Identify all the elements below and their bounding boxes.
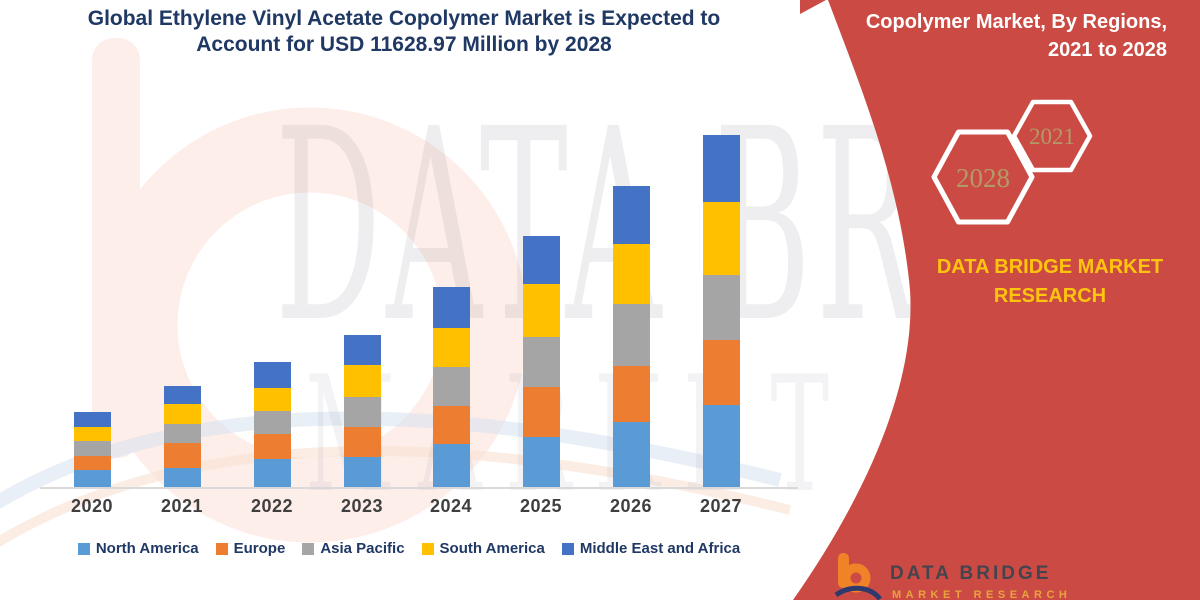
bar-2025 xyxy=(522,235,560,487)
data-bridge-logo-icon xyxy=(834,553,882,600)
bar-segment-north-america xyxy=(702,405,740,487)
legend-label-north-america: North America xyxy=(95,540,199,557)
logo-swoosh xyxy=(834,585,882,600)
legend-item-south-america: South America xyxy=(421,540,545,557)
bar-2020 xyxy=(73,411,111,487)
x-axis-label-2025: 2025 xyxy=(519,496,563,516)
bar-segment-south-america xyxy=(702,202,740,275)
legend-marker-middle-east-and-africa xyxy=(561,542,574,555)
legend-item-north-america: North America xyxy=(77,540,199,557)
bar-segment-asia-pacific xyxy=(343,396,381,427)
bar-segment-south-america xyxy=(612,243,650,304)
bar-segment-middle-east-and-africa xyxy=(612,185,650,244)
bar-segment-europe xyxy=(163,442,201,468)
bar-2024 xyxy=(432,286,470,487)
bar-segment-asia-pacific xyxy=(612,303,650,366)
bar-segment-north-america xyxy=(73,470,111,487)
watermark-b-bowl xyxy=(92,107,528,543)
legend-marker-north-america xyxy=(77,542,90,555)
x-axis-label-2027: 2027 xyxy=(699,496,743,516)
hexagon-2021-label: 2021 xyxy=(1029,124,1075,149)
bar-segment-asia-pacific xyxy=(163,423,201,443)
bar-2022 xyxy=(253,361,291,487)
bar-chart: 2020 2021 2022 2023 2024 2025 2026 2027 North A… xyxy=(28,134,798,557)
footer-logo-subtext: MARKET RESEARCH xyxy=(892,589,1072,600)
bar-segment-middle-east-and-africa xyxy=(522,235,560,284)
bar-segment-middle-east-and-africa xyxy=(432,286,470,328)
x-axis-label-2021: 2021 xyxy=(160,496,204,516)
hexagon-2021 xyxy=(1011,99,1093,173)
bar-segment-europe xyxy=(702,340,740,405)
hexagon-2028-label: 2028 xyxy=(956,163,1010,193)
bar-segment-asia-pacific xyxy=(522,337,560,388)
bar-segment-europe xyxy=(73,456,111,471)
bar-segment-middle-east-and-africa xyxy=(73,411,111,427)
bar-segment-europe xyxy=(522,387,560,438)
bar-2026 xyxy=(612,185,650,487)
bar-segment-north-america xyxy=(163,467,201,487)
footer-logo: DATA BRIDGE MARKET RESEARCH xyxy=(834,551,1094,600)
bar-segment-middle-east-and-africa xyxy=(702,134,740,203)
x-axis-line xyxy=(40,487,798,489)
x-axis-label-2024: 2024 xyxy=(429,496,473,516)
bar-segment-middle-east-and-africa xyxy=(343,334,381,365)
side-panel-heading: Copolymer Market, By Regions, 2021 to 20… xyxy=(865,11,1167,61)
bar-segment-europe xyxy=(432,405,470,444)
bar-segment-middle-east-and-africa xyxy=(253,361,291,388)
legend-label-south-america: South America xyxy=(439,540,545,557)
bar-segment-north-america xyxy=(253,458,291,487)
bar-segment-south-america xyxy=(343,364,381,397)
bar-2027 xyxy=(702,134,740,487)
x-axis-label-2020: 2020 xyxy=(70,496,114,516)
chart-title: Global Ethylene Vinyl Acetate Copolymer … xyxy=(87,7,721,56)
legend-label-middle-east-and-africa: Middle East and Africa xyxy=(579,540,741,557)
x-axis-label-2022: 2022 xyxy=(250,496,294,516)
logo-b-bowl xyxy=(841,563,871,593)
footer-logo-name: DATA BRIDGE xyxy=(890,563,1052,584)
bar-segment-south-america xyxy=(522,284,560,338)
bar-segment-south-america xyxy=(253,387,291,411)
bar-segment-asia-pacific xyxy=(702,275,740,340)
bar-segment-north-america xyxy=(522,437,560,487)
bar-segment-south-america xyxy=(432,327,470,367)
bar-segment-europe xyxy=(612,365,650,422)
bar-segment-north-america xyxy=(432,443,470,487)
bar-segment-north-america xyxy=(612,421,650,487)
bar-segment-middle-east-and-africa xyxy=(163,385,201,404)
hexagon-2028 xyxy=(931,129,1035,225)
legend-marker-asia-pacific xyxy=(302,542,315,555)
bar-2021 xyxy=(163,385,201,487)
bar-segment-south-america xyxy=(163,403,201,424)
chart-legend: North America Europe Asia Pacific South Ame… xyxy=(28,540,790,557)
bar-segment-south-america xyxy=(73,426,111,441)
legend-label-europe: Europe xyxy=(233,540,286,557)
legend-marker-europe xyxy=(215,542,228,555)
legend-item-middle-east-and-africa: Middle East and Africa xyxy=(561,540,741,557)
bar-segment-europe xyxy=(253,433,291,459)
legend-label-asia-pacific: Asia Pacific xyxy=(320,540,405,557)
bar-segment-asia-pacific xyxy=(73,440,111,457)
bar-segment-europe xyxy=(343,426,381,457)
bar-2023 xyxy=(343,334,381,487)
bar-segment-asia-pacific xyxy=(253,410,291,434)
legend-item-asia-pacific: Asia Pacific xyxy=(302,540,405,557)
x-axis-label-2026: 2026 xyxy=(609,496,653,516)
bar-segment-asia-pacific xyxy=(432,366,470,406)
brand-name-text: DATA BRIDGE MARKET RESEARCH xyxy=(936,256,1164,307)
legend-marker-south-america xyxy=(421,542,434,555)
x-axis-label-2023: 2023 xyxy=(340,496,384,516)
bar-segment-north-america xyxy=(343,456,381,487)
legend-item-europe: Europe xyxy=(215,540,286,557)
